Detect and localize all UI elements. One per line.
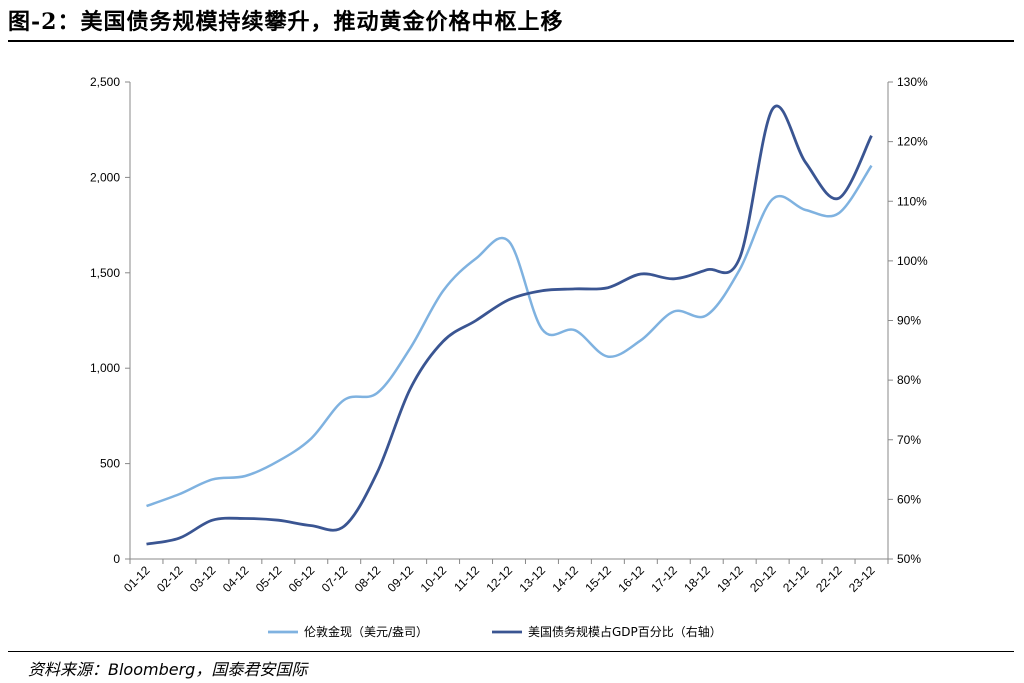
source-divider <box>8 651 1014 652</box>
x-tick-label: 09-12 <box>385 563 417 595</box>
right-tick-label: 100% <box>897 254 928 268</box>
x-tick-label: 18-12 <box>681 563 713 595</box>
x-tick-label: 03-12 <box>187 563 219 595</box>
right-tick-label: 110% <box>897 194 927 208</box>
left-axis-labels: 0 500 1,000 1,500 2,000 2,500 <box>90 75 120 566</box>
figure-title: 图-2：美国债务规模持续攀升，推动黄金价格中枢上移 <box>8 9 564 35</box>
right-tick-label: 130% <box>897 75 928 89</box>
x-tick-label: 06-12 <box>286 563 318 595</box>
x-tick-label: 07-12 <box>319 563 351 595</box>
x-tick-label: 15-12 <box>582 563 614 595</box>
x-tick-label: 16-12 <box>615 563 647 595</box>
left-tick-label: 500 <box>100 457 120 471</box>
gold-price-line <box>146 164 873 508</box>
right-tick-label: 90% <box>897 314 921 328</box>
legend: 伦敦金现（美元/盎司） 美国债务规模占GDP百分比（右轴） <box>268 624 722 639</box>
line-chart: 0 500 1,000 1,500 2,000 2,500 50% 60% 70% 80% 90%… <box>90 75 928 639</box>
x-axis-labels: 01-12 02-12 03-12 04-12 05-12 06-12 07-12 08-12… <box>121 563 878 595</box>
x-tick-label: 11-12 <box>451 563 482 594</box>
left-tick-label: 2,000 <box>90 170 120 184</box>
x-tick-label: 10-12 <box>418 563 450 595</box>
x-tick-label: 22-12 <box>813 563 845 595</box>
legend-label-gold: 伦敦金现（美元/盎司） <box>304 624 428 639</box>
axes <box>125 81 893 564</box>
x-tick-label: 04-12 <box>220 563 252 595</box>
x-tick-label: 01-12 <box>121 563 153 595</box>
x-tick-label: 12-12 <box>484 563 516 595</box>
legend-label-debt: 美国债务规模占GDP百分比（右轴） <box>528 624 722 639</box>
source-note: 资料来源：Bloomberg，国泰君安国际 <box>28 660 308 679</box>
right-tick-label: 80% <box>897 373 921 387</box>
left-tick-label: 1,500 <box>90 266 120 280</box>
left-tick-label: 2,500 <box>90 75 120 89</box>
left-tick-label: 1,000 <box>90 361 120 375</box>
title-underline <box>8 40 1014 42</box>
x-tick-label: 02-12 <box>154 563 186 595</box>
x-tick-label: 14-12 <box>549 563 581 595</box>
x-tick-label: 08-12 <box>352 563 384 595</box>
debt-gdp-line <box>146 104 873 546</box>
x-tick-label: 23-12 <box>846 563 878 595</box>
left-tick-label: 0 <box>113 552 120 566</box>
x-tick-label: 19-12 <box>714 563 746 595</box>
right-tick-label: 70% <box>897 433 921 447</box>
right-tick-label: 50% <box>897 552 921 566</box>
series-lines <box>146 104 873 546</box>
x-tick-label: 21-12 <box>780 563 812 595</box>
x-tick-label: 20-12 <box>747 563 779 595</box>
x-tick-label: 13-12 <box>516 563 548 595</box>
right-tick-label: 120% <box>897 135 928 149</box>
right-tick-label: 60% <box>897 492 921 506</box>
x-tick-label: 17-12 <box>648 563 680 595</box>
right-axis-labels: 50% 60% 70% 80% 90% 100% 110% 120% 130% <box>897 75 928 566</box>
x-tick-label: 05-12 <box>253 563 285 595</box>
